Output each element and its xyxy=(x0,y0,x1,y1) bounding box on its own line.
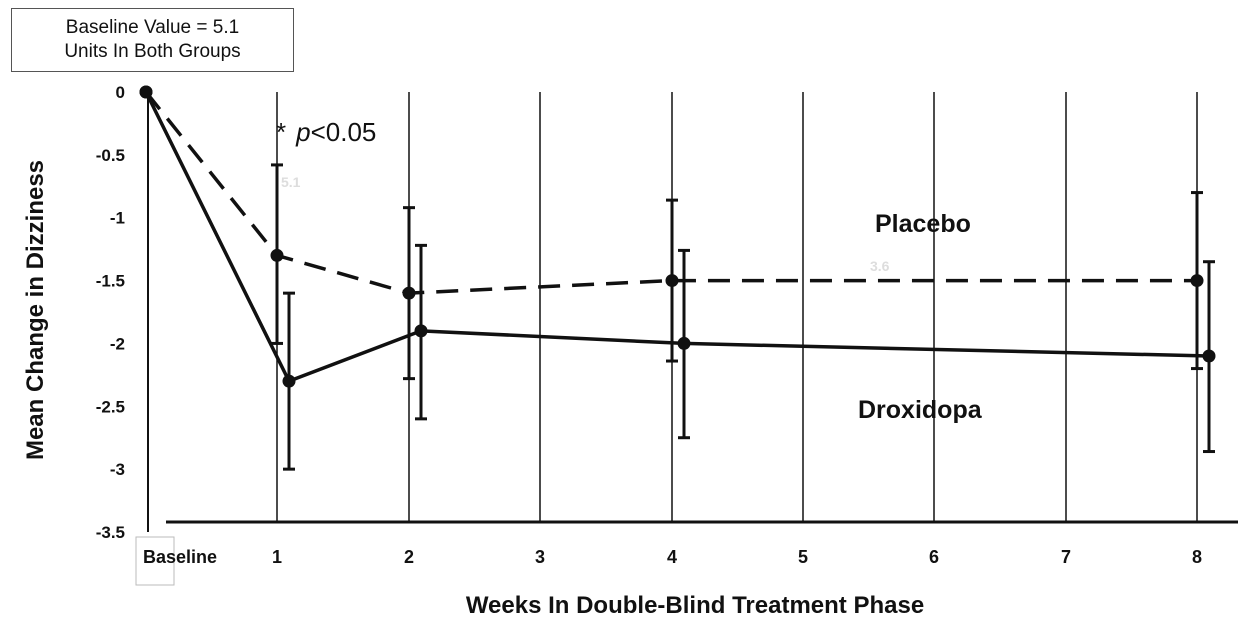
significance-threshold: <0.05 xyxy=(311,117,377,147)
baseline-note-line1: Baseline Value = 5.1 xyxy=(65,17,240,38)
x-tick-label: 4 xyxy=(667,547,677,567)
data-point-droxidopa xyxy=(139,85,153,99)
grid-lines xyxy=(276,92,1198,522)
significance-star: * xyxy=(276,117,286,147)
data-point-droxidopa xyxy=(282,374,296,388)
baseline-note-box: Baseline Value = 5.1 Units In Both Group… xyxy=(11,8,294,72)
x-axis-title: Weeks In Double-Blind Treatment Phase xyxy=(466,592,924,618)
x-tick-label: 2 xyxy=(404,547,414,567)
x-tick-label: 1 xyxy=(272,547,282,567)
y-tick-label: -2.5 xyxy=(96,397,125,416)
x-tick-labels: Baseline 1 2 3 4 5 6 7 8 xyxy=(143,547,1202,567)
y-tick-label: -1 xyxy=(110,209,125,228)
y-tick-label: -1.5 xyxy=(96,272,125,291)
data-point-droxidopa xyxy=(1202,349,1216,363)
data-point-droxidopa xyxy=(414,324,428,338)
y-tick-label: 0 xyxy=(116,83,125,102)
significance-p: p xyxy=(295,117,310,147)
legend-droxidopa: Droxidopa xyxy=(858,396,983,424)
legend-placebo: Placebo xyxy=(875,210,971,238)
axes xyxy=(135,92,1238,586)
x-tick-label: Baseline xyxy=(143,547,217,567)
data-point-placebo xyxy=(665,274,679,288)
y-axis-title: Mean Change in Dizziness xyxy=(22,160,49,460)
y-tick-labels: 0 -0.5 -1 -1.5 -2 -2.5 -3 -3.5 xyxy=(96,83,125,542)
x-tick-label: 8 xyxy=(1192,547,1202,567)
data-point-placebo xyxy=(270,248,284,262)
baseline-tick-box xyxy=(135,536,175,586)
faint-label-week8: 3.6 xyxy=(870,258,890,274)
x-tick-label: 6 xyxy=(929,547,939,567)
x-tick-label: 5 xyxy=(798,547,808,567)
y-tick-label: -3.5 xyxy=(96,523,125,542)
series-layer xyxy=(139,85,1216,471)
data-point-droxidopa xyxy=(677,336,691,350)
data-point-placebo xyxy=(402,286,416,300)
x-tick-label: 7 xyxy=(1061,547,1071,567)
faint-label-baseline: 5.1 xyxy=(281,174,301,190)
baseline-note-line2: Units In Both Groups xyxy=(64,41,241,62)
y-tick-label: -0.5 xyxy=(96,146,125,165)
y-tick-label: -2 xyxy=(110,334,125,353)
significance-note: * p<0.05 xyxy=(276,117,376,147)
data-point-placebo xyxy=(1190,274,1204,288)
x-tick-label: 3 xyxy=(535,547,545,567)
y-tick-label: -3 xyxy=(110,460,125,479)
